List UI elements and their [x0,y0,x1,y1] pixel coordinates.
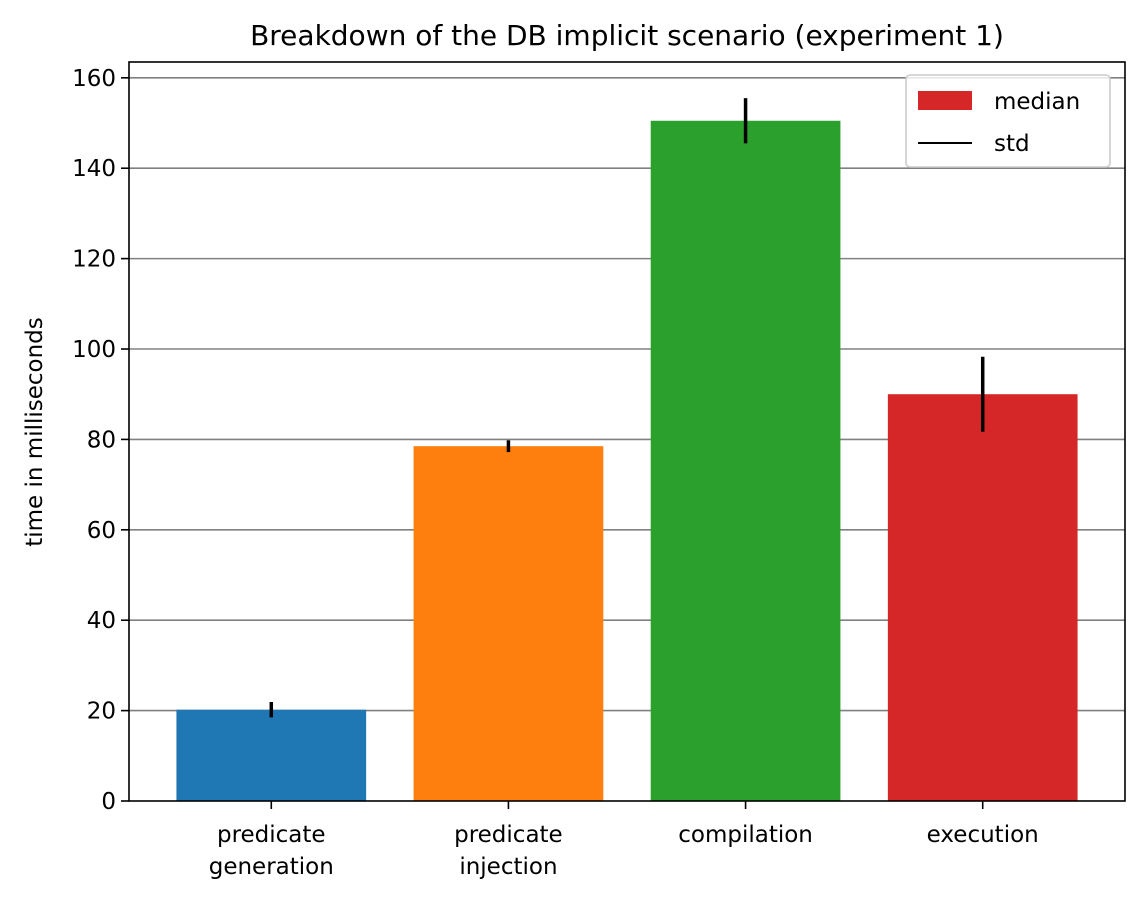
y-tick-label: 20 [87,699,116,725]
y-tick-label: 60 [87,518,116,544]
x-tick-label: predicate [217,822,326,848]
x-axis-ticks: predicate generation predicate injection com… [209,801,1039,880]
legend: median std [905,74,1111,168]
y-tick-label: 140 [72,156,116,182]
error-bars [269,98,985,718]
legend-swatch-median [918,91,972,110]
chart-title: Breakdown of the DB implicit scenario (e… [250,19,1004,52]
bars [176,120,1078,801]
x-tick-label: injection [459,854,557,880]
y-tick-label: 160 [72,66,116,92]
grid-lines [129,77,1125,712]
y-tick-label: 120 [72,247,116,273]
x-tick-label: generation [209,854,334,880]
legend-label-std: std [994,131,1030,157]
bar-3 [887,394,1078,801]
y-tick-label: 0 [101,789,116,815]
bar-0 [176,709,367,801]
y-axis-label: time in milliseconds [22,317,48,547]
x-tick-label: predicate [454,822,563,848]
y-axis-ticks: 0 20 40 60 80 100 120 140 160 [72,66,129,815]
bar-1 [413,446,604,801]
x-tick-label: compilation [678,822,813,848]
bar-2 [650,120,841,801]
y-tick-label: 100 [72,337,116,363]
legend-label-median: median [994,89,1080,115]
y-tick-label: 40 [87,608,116,634]
y-tick-label: 80 [87,427,116,453]
x-tick-label: execution [927,822,1039,848]
plot-frame [128,61,1126,802]
